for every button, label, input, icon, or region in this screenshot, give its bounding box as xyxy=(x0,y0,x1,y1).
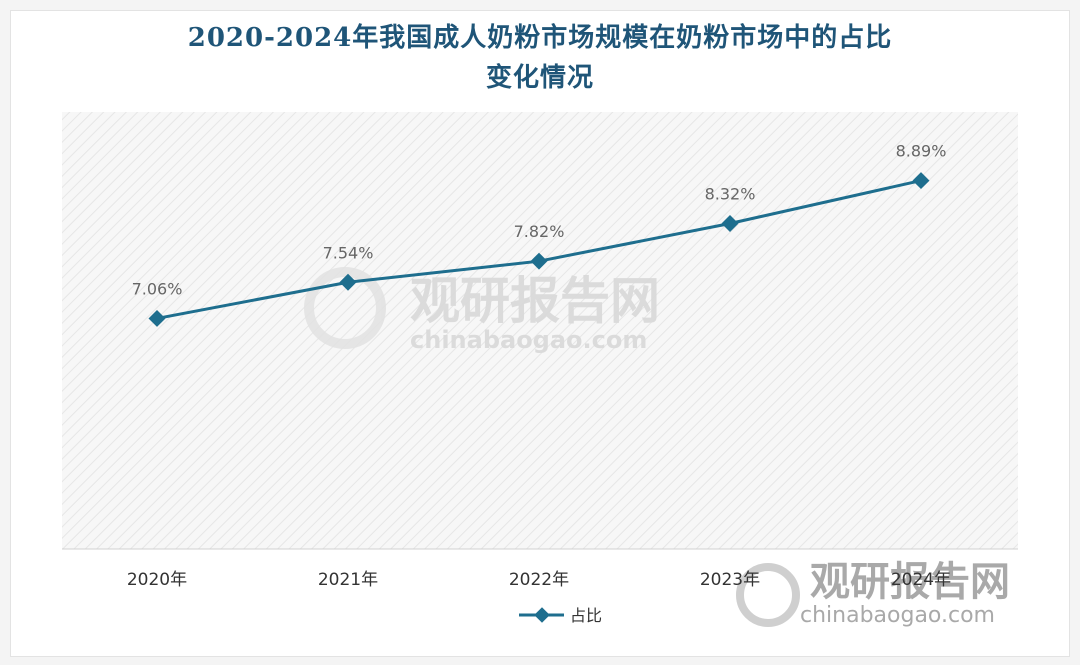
x-tick-label: 2021年 xyxy=(318,570,378,590)
plot-area xyxy=(62,112,1018,549)
data-label: 8.32% xyxy=(705,185,756,204)
x-tick-label: 2023年 xyxy=(700,570,760,590)
data-point-marker xyxy=(339,273,357,291)
data-point-marker xyxy=(912,172,930,190)
legend: 占比 xyxy=(519,606,602,625)
x-tick-label: 2020年 xyxy=(127,570,187,590)
watermark-bottom: 观研报告网 chinabaogao.com xyxy=(736,559,1010,628)
watermark-url: chinabaogao.com xyxy=(410,326,647,354)
data-point-marker xyxy=(721,215,739,232)
x-tick-label: 2024年 xyxy=(891,570,951,590)
x-tick-label: 2022年 xyxy=(509,570,569,590)
data-point-marker xyxy=(148,309,166,327)
legend-label: 占比 xyxy=(570,606,602,625)
chart-title-line2: 变化情况 xyxy=(485,63,594,93)
chart-title-line1: 2020-2024年我国成人奶粉市场规模在奶粉市场中的占比 xyxy=(187,23,893,53)
data-label: 7.54% xyxy=(323,243,374,262)
watermark-brand: 观研报告网 xyxy=(410,272,660,330)
watermark-center: 观研报告网 chinabaogao.com xyxy=(304,267,660,354)
data-label: 7.82% xyxy=(514,222,565,241)
watermark-bottom-url: chinabaogao.com xyxy=(800,603,995,628)
legend-marker xyxy=(534,607,550,623)
watermark-bottom-brand: 观研报告网 xyxy=(810,559,1010,605)
data-label: 8.89% xyxy=(896,142,947,161)
data-label: 7.06% xyxy=(132,279,183,298)
chart-title: 2020-2024年我国成人奶粉市场规模在奶粉市场中的占比 变化情况 xyxy=(0,18,1080,98)
